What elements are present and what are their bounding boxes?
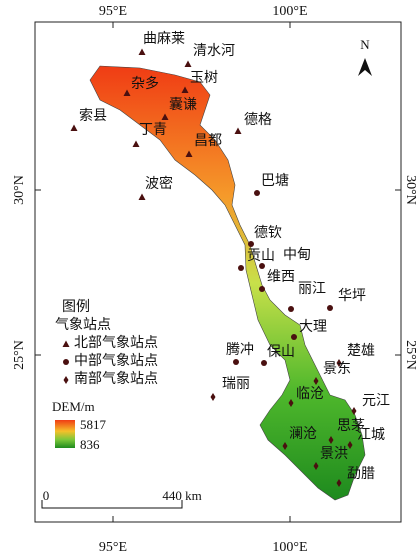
station-marker [288, 306, 294, 312]
station-marker [238, 265, 244, 271]
station-marker [248, 241, 254, 247]
bottom-lon-label: 100°E [272, 540, 307, 555]
north-arrow: N [358, 37, 372, 76]
station-marker [254, 190, 260, 196]
legend-item: 北部气象站点 [74, 335, 158, 351]
station-marker [328, 436, 334, 444]
left-lat-label: 25°N [12, 340, 27, 370]
station-label: 昌都 [194, 133, 222, 149]
dem-min: 836 [80, 437, 100, 452]
station-marker [259, 286, 265, 292]
station-marker [327, 305, 333, 311]
dem-colorbar [55, 420, 75, 448]
top-lon-label: 100°E [272, 4, 307, 19]
legend-item: 中部气象站点 [74, 353, 158, 369]
station-marker [210, 393, 216, 401]
legend-marker [63, 359, 69, 365]
station-marker [336, 479, 342, 487]
station-label: 澜沧 [289, 425, 317, 442]
station-marker [181, 86, 189, 93]
station-label: 丁青 [139, 122, 167, 138]
station-label: 囊谦 [169, 96, 197, 113]
station-label: 楚雄 [347, 343, 375, 359]
station-marker [347, 441, 353, 449]
station-marker [282, 442, 288, 450]
station-label: 波密 [145, 175, 173, 192]
scale-bar: 0 440 km [41, 488, 202, 509]
station-label: 腾冲 [226, 341, 254, 358]
station-label: 清水河 [193, 43, 235, 59]
station-marker [288, 399, 294, 407]
station-label: 巴塘 [261, 173, 289, 189]
bottom-lon-label: 95°E [99, 540, 127, 555]
legend-marker [62, 340, 70, 347]
scale-line [41, 500, 183, 509]
station-label: 德格 [244, 112, 272, 128]
station-label: 贡山 [247, 248, 275, 264]
station-marker [185, 150, 193, 157]
station-label: 景东 [323, 361, 351, 377]
station-marker [138, 48, 146, 55]
right-lat-label: 25°N [403, 340, 418, 370]
station-label: 景洪 [320, 446, 348, 462]
legend: 图例 气象站点 DEM/m 5817 836 [52, 299, 111, 452]
right-lat-label: 30°N [403, 175, 418, 205]
station-marker [313, 377, 319, 385]
station-marker [313, 462, 319, 470]
station-marker [259, 263, 265, 269]
station-label: 曲麻莱 [143, 31, 185, 47]
legend-item: 南部气象站点 [74, 371, 158, 387]
station-label: 杂多 [131, 75, 159, 92]
station-label: 玉树 [190, 70, 218, 86]
station-label: 江城 [357, 427, 385, 443]
station-marker [70, 124, 78, 131]
station-marker [123, 89, 131, 96]
station-marker [351, 407, 357, 415]
station-marker [138, 193, 146, 200]
legend-marker [63, 376, 69, 384]
station-label: 丽江 [298, 281, 326, 297]
station-marker [261, 360, 267, 366]
station-label: 元江 [362, 393, 390, 409]
station-marker [132, 140, 140, 147]
station-label: 勐腊 [347, 466, 375, 482]
station-label: 临沧 [296, 385, 324, 402]
station-label: 德钦 [254, 225, 282, 241]
station-label: 维西 [267, 269, 295, 285]
station-marker [184, 60, 192, 67]
left-lat-label: 30°N [12, 175, 27, 205]
station-marker [336, 359, 342, 367]
station-label: 中甸 [283, 247, 311, 263]
station-marker [291, 334, 297, 340]
arrow-shape [358, 58, 372, 76]
station-marker [161, 113, 169, 120]
north-label: N [360, 37, 370, 52]
station-label: 思茅 [337, 418, 365, 434]
basin [89, 65, 366, 501]
dem-title: DEM/m [52, 399, 95, 414]
scale-start: 0 [43, 488, 50, 503]
dem-max: 5817 [80, 417, 107, 432]
station-label: 索县 [79, 107, 107, 124]
station-label: 华坪 [338, 288, 366, 304]
station-label: 瑞丽 [222, 376, 250, 392]
station-marker [233, 359, 239, 365]
station-label: 保山 [267, 344, 295, 360]
scale-end: 440 km [162, 488, 201, 503]
legend-subtitle: 气象站点 [55, 317, 111, 333]
station-marker [234, 127, 242, 134]
station-label: 大理 [299, 319, 327, 335]
top-lon-label: 95°E [99, 4, 127, 19]
legend-title: 图例 [62, 299, 90, 315]
map-frame [34, 21, 402, 523]
